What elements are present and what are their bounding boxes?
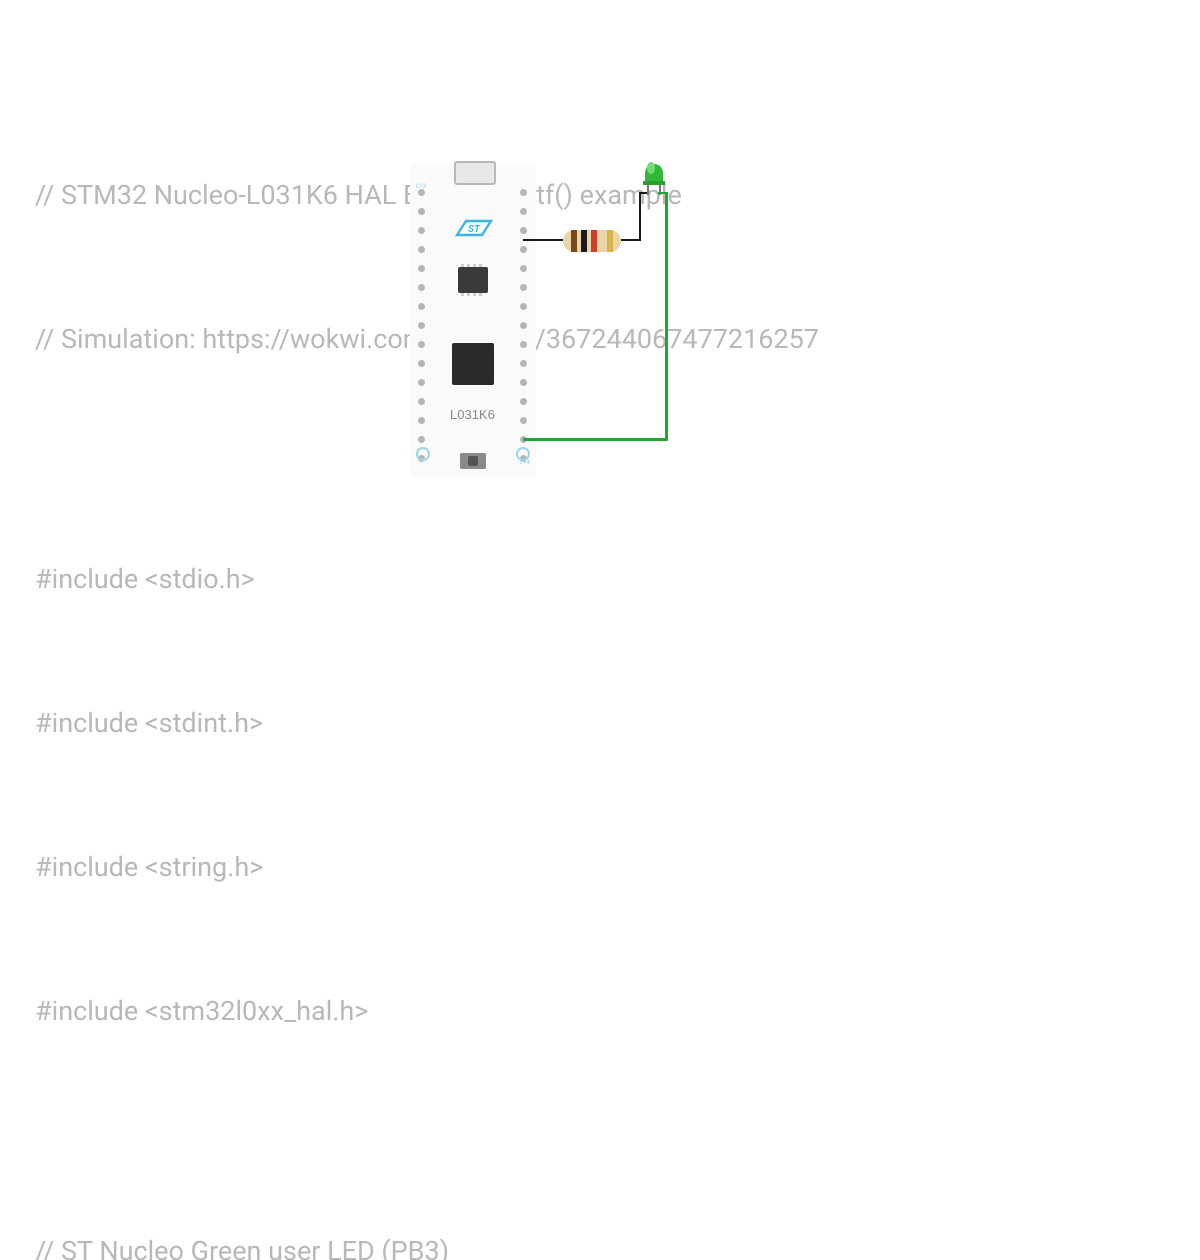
mcu-chip [452, 343, 494, 385]
reset-button [460, 453, 486, 469]
code-line: #include <stm32l0xx_hal.h> [35, 987, 868, 1035]
resistor [563, 230, 621, 252]
resistor-band [581, 230, 587, 252]
wire-ground [665, 193, 668, 441]
wire-signal [523, 239, 563, 241]
wire-signal [639, 193, 641, 241]
wire-signal [621, 239, 641, 241]
mount-hole [416, 447, 430, 461]
mount-hole [516, 447, 530, 461]
left-pin-header [418, 189, 426, 474]
code-line: // ST Nucleo Green user LED (PB3) [35, 1227, 868, 1260]
right-pin-header [520, 189, 528, 474]
resistor-band [607, 230, 613, 252]
code-line: #include <string.h> [35, 843, 868, 891]
nucleo-board: L13 L14 ST L031K6 [410, 165, 536, 477]
ic-small [458, 267, 488, 293]
code-line: #include <stdint.h> [35, 699, 868, 747]
resistor-band [591, 230, 597, 252]
resistor-band [571, 230, 577, 252]
usb-connector [454, 161, 496, 185]
board-label: L031K6 [450, 407, 495, 422]
svg-text:ST: ST [468, 224, 481, 235]
code-line: #include <stdio.h> [35, 555, 868, 603]
wire-ground [523, 438, 668, 441]
st-logo-icon: ST [454, 217, 494, 241]
circuit-diagram: L13 L14 ST L031K6 [410, 165, 760, 485]
